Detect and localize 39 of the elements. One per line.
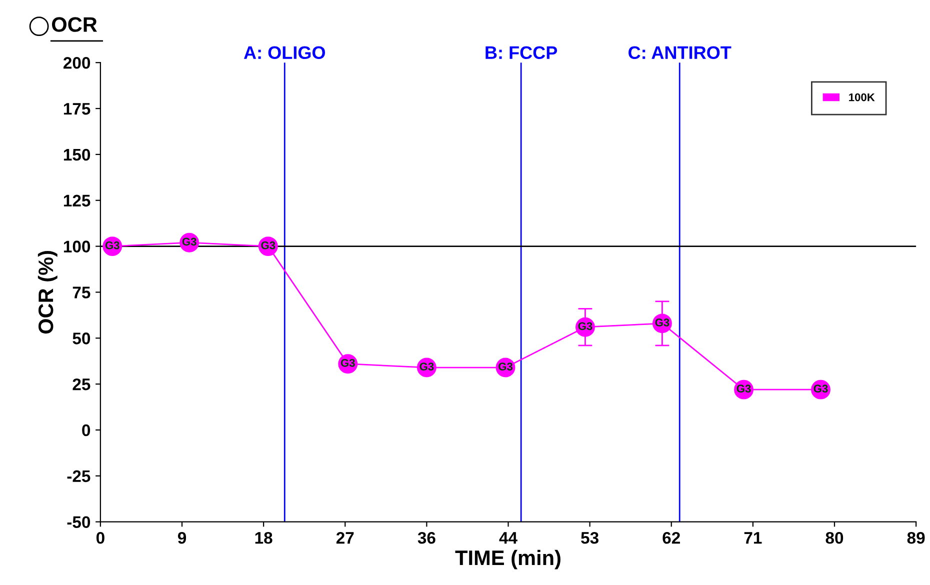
- y-tick-label: 0: [82, 424, 90, 436]
- x-tick-label: 0: [96, 532, 104, 544]
- ref-line-label: C: ANTIROT: [628, 46, 732, 60]
- annotation: G3: [420, 362, 434, 371]
- annotation: G3: [105, 241, 120, 250]
- x-tick-label: 89: [907, 532, 925, 544]
- y-tick-label: 200: [63, 56, 90, 69]
- x-tick-label: 71: [744, 532, 762, 544]
- y-axis-title: OCR (%): [38, 251, 58, 334]
- x-tick-label: 80: [826, 532, 844, 544]
- y-tick-label: 100: [64, 240, 90, 252]
- annotation: G3: [578, 322, 592, 330]
- y-tick-label: 75: [72, 286, 90, 298]
- annotation: G3: [814, 384, 828, 393]
- y-tick-label: 175: [64, 103, 90, 115]
- y-tick-label: 150: [64, 148, 90, 161]
- x-axis-title: TIME (min): [455, 550, 560, 570]
- annotation: G3: [261, 241, 276, 250]
- x-tick-label: 44: [499, 532, 518, 544]
- legend-label: 100K: [849, 93, 875, 102]
- x-tick-label: 18: [255, 532, 272, 544]
- y-tick-label: 125: [64, 194, 90, 207]
- ref-line-label: B: FCCP: [486, 46, 558, 60]
- x-tick-label: 36: [418, 532, 436, 544]
- annotation: G3: [655, 318, 670, 326]
- y-tick-label: 25: [72, 378, 90, 390]
- annotation: G3: [340, 358, 355, 367]
- annotation: G3: [736, 384, 751, 393]
- x-tick-label: 9: [178, 532, 186, 544]
- x-tick-label: 27: [336, 532, 354, 544]
- y-tick-label: 50: [72, 332, 90, 344]
- annotation: G3: [182, 238, 196, 246]
- annotation: G3: [498, 362, 513, 371]
- x-tick-label: 53: [581, 532, 598, 544]
- y-tick-label: -25: [67, 470, 90, 482]
- chart-title: OCR: [52, 17, 98, 32]
- y-tick-label: -50: [67, 516, 90, 528]
- x-tick-label: 62: [662, 532, 680, 544]
- ref-line-label: A: OLIGO: [244, 46, 326, 60]
